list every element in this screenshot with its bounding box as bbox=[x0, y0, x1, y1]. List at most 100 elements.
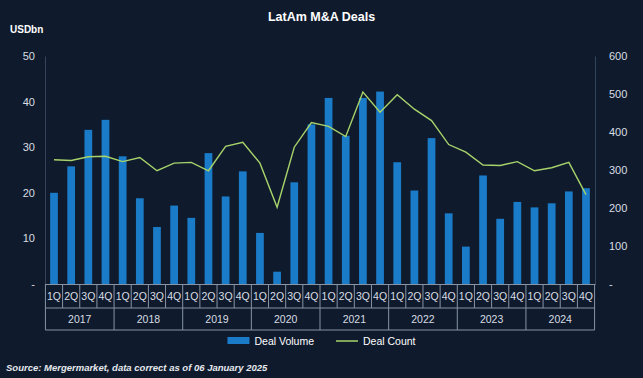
y-tick: - bbox=[31, 278, 45, 290]
cell-divider bbox=[199, 284, 200, 308]
x-tick: 3Q bbox=[356, 290, 370, 302]
y-tick: 40 bbox=[23, 96, 45, 108]
bar bbox=[565, 191, 573, 284]
x-tick: 4Q bbox=[579, 290, 593, 302]
x-tick: 4Q bbox=[98, 290, 112, 302]
cell-divider bbox=[560, 284, 561, 308]
bar bbox=[84, 130, 92, 284]
bar bbox=[582, 188, 590, 284]
x-tick: 3Q bbox=[150, 290, 164, 302]
x-tick: 4Q bbox=[442, 290, 456, 302]
x-tick: 2Q bbox=[64, 290, 78, 302]
group-label: 2018 bbox=[137, 313, 161, 325]
y-tick-label: - bbox=[31, 278, 35, 290]
bar bbox=[411, 191, 419, 284]
x-tick-label: 3Q bbox=[493, 290, 507, 302]
x-tick-label: 3Q bbox=[356, 290, 370, 302]
x-tick-label: 1Q bbox=[253, 290, 267, 302]
y-tick-label: 40 bbox=[23, 96, 35, 108]
y-tick-label: 10 bbox=[23, 232, 35, 244]
legend: Deal Volume Deal Count bbox=[227, 335, 415, 347]
x-tick-label: 4Q bbox=[373, 290, 387, 302]
bar bbox=[513, 202, 521, 284]
x-tick: 2Q bbox=[270, 290, 284, 302]
x-tick-label: 4Q bbox=[442, 290, 456, 302]
cell-divider bbox=[79, 284, 80, 308]
chart-svg: -1020304050-1002003004005006001Q2Q3Q4Q1Q… bbox=[0, 0, 643, 378]
x-tick-label: 3Q bbox=[562, 290, 576, 302]
x-tick-label: 2Q bbox=[545, 290, 559, 302]
x-tick: 4Q bbox=[510, 290, 524, 302]
legend-label: Deal Volume bbox=[254, 335, 314, 347]
x-tick: 3Q bbox=[287, 290, 301, 302]
x-tick: 2Q bbox=[407, 290, 421, 302]
group-label: 2024 bbox=[549, 313, 573, 325]
legend-swatch bbox=[227, 337, 249, 344]
x-tick-label: 4Q bbox=[304, 290, 318, 302]
legend-item: Deal Count bbox=[336, 335, 416, 347]
bar bbox=[187, 218, 195, 284]
cell-divider bbox=[114, 284, 115, 330]
cell-divider bbox=[165, 284, 166, 308]
group-label: 2020 bbox=[274, 313, 298, 325]
x-tick-label: 4Q bbox=[167, 290, 181, 302]
cell-divider bbox=[440, 284, 441, 308]
y2-tick: 100 bbox=[595, 240, 627, 252]
bar bbox=[119, 156, 127, 284]
y2-tick-label: 500 bbox=[609, 88, 627, 100]
cell-divider bbox=[525, 284, 526, 330]
plot-marks bbox=[50, 92, 590, 284]
y-axis-title: USDbn bbox=[10, 24, 43, 35]
bar bbox=[548, 203, 556, 284]
cell-divider bbox=[543, 284, 544, 308]
x-tick: 3Q bbox=[81, 290, 95, 302]
x-tick-label: 3Q bbox=[219, 290, 233, 302]
cell-divider bbox=[62, 284, 63, 308]
bar bbox=[428, 138, 436, 284]
cell-divider bbox=[320, 284, 321, 330]
x-tick: 3Q bbox=[562, 290, 576, 302]
x-tick-label: 2Q bbox=[133, 290, 147, 302]
y2-axis-line bbox=[595, 57, 596, 285]
bar bbox=[256, 233, 264, 284]
x-tick: 3Q bbox=[425, 290, 439, 302]
x-tick-label: 4Q bbox=[579, 290, 593, 302]
x-tick-label: 2Q bbox=[476, 290, 490, 302]
cell-divider bbox=[371, 284, 372, 308]
cell-divider bbox=[217, 284, 218, 308]
cell-divider bbox=[251, 284, 252, 330]
y2-tick-label: - bbox=[609, 278, 613, 290]
x-tick: 3Q bbox=[219, 290, 233, 302]
group-label: 2021 bbox=[343, 313, 367, 325]
x-tick-label: 3Q bbox=[287, 290, 301, 302]
bar bbox=[462, 247, 470, 284]
x-tick: 1Q bbox=[253, 290, 267, 302]
bar bbox=[239, 171, 247, 284]
cell-divider bbox=[45, 284, 46, 330]
cell-divider bbox=[337, 284, 338, 308]
x-tick: 1Q bbox=[322, 290, 336, 302]
line bbox=[54, 92, 586, 207]
x-tick: 4Q bbox=[373, 290, 387, 302]
x-tick: 4Q bbox=[167, 290, 181, 302]
y-tick-label: 30 bbox=[23, 141, 35, 153]
cell-divider bbox=[474, 284, 475, 308]
y-tick: 50 bbox=[23, 50, 45, 62]
x-tick: 4Q bbox=[304, 290, 318, 302]
bar bbox=[393, 162, 401, 284]
y2-tick: 300 bbox=[595, 164, 627, 176]
y2-tick-label: 100 bbox=[609, 240, 627, 252]
x-tick: 2Q bbox=[133, 290, 147, 302]
y-axis-line bbox=[45, 57, 46, 285]
bar bbox=[153, 227, 161, 284]
x-tick-label: 3Q bbox=[81, 290, 95, 302]
x-tick-label: 2Q bbox=[339, 290, 353, 302]
cell-divider bbox=[285, 284, 286, 308]
x-tick-label: 1Q bbox=[528, 290, 542, 302]
cell-divider bbox=[457, 284, 458, 330]
x-tick-label: 3Q bbox=[150, 290, 164, 302]
x-tick-label: 4Q bbox=[98, 290, 112, 302]
x-tick-label: 2Q bbox=[64, 290, 78, 302]
bar bbox=[67, 166, 75, 284]
cell-divider bbox=[508, 284, 509, 308]
